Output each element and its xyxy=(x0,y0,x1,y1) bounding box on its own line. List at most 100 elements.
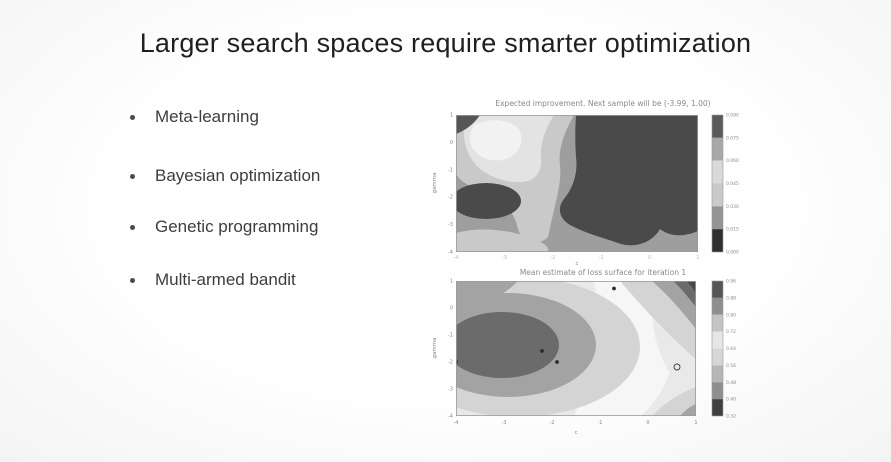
contour-bottom-light-band xyxy=(456,229,549,252)
contour-corner-dark-patch xyxy=(456,115,480,134)
bullet-item: Genetic programming xyxy=(130,216,320,238)
colorbar-segment xyxy=(712,115,723,138)
x-axis-label: c xyxy=(574,430,577,436)
x-tick: 1 xyxy=(694,420,697,426)
colorbar-tick: 0.030 xyxy=(726,204,739,210)
colorbar-tick: 0.96 xyxy=(726,279,736,285)
contour-plot-area xyxy=(456,115,698,252)
x-tick: 1 xyxy=(696,255,699,261)
colorbar: 0.96 0.88 0.80 0.72 0.64 0.56 0.48 0.40 … xyxy=(711,279,736,420)
colorbar-segment xyxy=(712,206,723,230)
colorbar-segment xyxy=(712,314,723,332)
contour-dark-pocket xyxy=(456,183,521,219)
y-axis-label: gamma xyxy=(432,338,438,359)
x-tick: -3 xyxy=(502,420,507,426)
colorbar-segment xyxy=(712,229,723,252)
sample-point xyxy=(612,286,616,291)
bullet-dot-icon xyxy=(130,224,135,230)
colorbar-tick: 0.56 xyxy=(726,363,736,369)
bullet-item: Multi-armed bandit xyxy=(130,269,320,291)
y-tick: -4 xyxy=(448,414,453,420)
y-tick: -4 xyxy=(448,250,453,256)
colorbar-tick: 0.000 xyxy=(726,250,739,256)
colorbar-tick: 0.075 xyxy=(726,135,739,141)
colorbar-segment xyxy=(712,281,723,298)
bullet-label: Genetic programming xyxy=(155,217,319,236)
contour-dark-plateau xyxy=(559,115,698,246)
x-axis-label: c xyxy=(575,261,578,267)
y-tick: -3 xyxy=(448,387,453,393)
y-tick: -2 xyxy=(448,195,453,201)
bullet-label: Multi-armed bandit xyxy=(155,270,296,289)
plot-frame xyxy=(456,115,698,252)
y-tick: 0 xyxy=(450,306,453,312)
y-tick: -2 xyxy=(448,360,453,366)
y-tick: -1 xyxy=(448,167,453,173)
colorbar-segment xyxy=(712,331,723,349)
y-tick: 0 xyxy=(450,140,453,146)
colorbar-tick: 0.64 xyxy=(726,346,736,352)
sample-point xyxy=(540,349,544,353)
colorbar-tick: 0.80 xyxy=(726,312,736,318)
bullet-dot-icon xyxy=(130,114,135,120)
contour-mid-topleft-patch xyxy=(456,281,518,308)
colorbar-segment xyxy=(712,183,723,207)
x-tick: -1 xyxy=(598,420,603,426)
contour-plot-area xyxy=(456,281,696,416)
colorbar-tick: 0.88 xyxy=(726,295,736,301)
colorbar-tick: 0.48 xyxy=(726,380,736,386)
expected-improvement-chart: Expected improvement. Next sample will b… xyxy=(432,99,739,267)
x-tick: -3 xyxy=(502,255,507,261)
x-tick: -2 xyxy=(550,420,555,426)
colorbar-tick: 0.32 xyxy=(726,414,736,420)
bullet-list: Meta-learning Bayesian optimization Gene… xyxy=(130,106,320,291)
y-tick: -3 xyxy=(448,222,453,228)
y-tick: 1 xyxy=(450,279,453,285)
colorbar-tick: 0.40 xyxy=(726,397,736,403)
x-tick: -2 xyxy=(550,255,555,261)
colorbar-segment xyxy=(712,348,723,366)
contour-bottomright-corner xyxy=(680,404,696,416)
plot-frame xyxy=(456,281,696,416)
bullet-label: Meta-learning xyxy=(155,107,259,126)
colorbar-frame xyxy=(711,280,724,417)
next-sample-marker xyxy=(673,363,681,371)
chart-title: Expected improvement. Next sample will b… xyxy=(495,99,710,108)
colorbar: 0.090 0.075 0.060 0.045 0.030 0.015 0.00… xyxy=(711,113,739,256)
colorbar-tick: 0.72 xyxy=(726,329,736,335)
colorbar-segment xyxy=(712,382,723,400)
bullet-dot-icon xyxy=(130,277,135,283)
contour-lightest-region xyxy=(470,120,522,161)
colorbar-segment xyxy=(712,365,723,383)
colorbar-tick: 0.045 xyxy=(726,181,739,187)
colorbar-tick: 0.090 xyxy=(726,113,739,119)
y-tick: -1 xyxy=(448,333,453,339)
sample-point xyxy=(555,360,559,364)
bullet-dot-icon xyxy=(130,173,135,179)
x-tick: 0 xyxy=(646,420,649,426)
colorbar-tick: 0.015 xyxy=(726,227,739,233)
x-tick: -4 xyxy=(454,420,459,426)
contour-corner-darkest xyxy=(686,281,696,293)
y-axis-label: gamma xyxy=(432,173,438,194)
contour-dark-basin xyxy=(456,312,559,378)
bullet-label: Bayesian optimization xyxy=(155,166,321,185)
colorbar-segment xyxy=(712,297,723,315)
loss-surface-chart: Mean estimate of loss surface for iterat… xyxy=(432,268,736,436)
contour-corner-band-dark xyxy=(673,281,696,307)
x-tick: -4 xyxy=(454,255,459,261)
colorbar-tick: 0.060 xyxy=(726,158,739,164)
x-tick: 0 xyxy=(648,255,651,261)
bullet-item: Bayesian optimization xyxy=(130,165,320,187)
contour-bottomright-band xyxy=(652,387,696,416)
x-tick: -1 xyxy=(599,255,604,261)
chart-title: Mean estimate of loss surface for iterat… xyxy=(520,268,687,277)
colorbar-segment xyxy=(712,160,723,184)
slide-title: Larger search spaces require smarter opt… xyxy=(139,28,752,58)
colorbar-segment xyxy=(712,399,723,416)
y-tick: 1 xyxy=(450,113,453,119)
colorbar-frame xyxy=(711,114,724,253)
bullet-item: Meta-learning xyxy=(130,106,320,128)
colorbar-segment xyxy=(712,137,723,161)
